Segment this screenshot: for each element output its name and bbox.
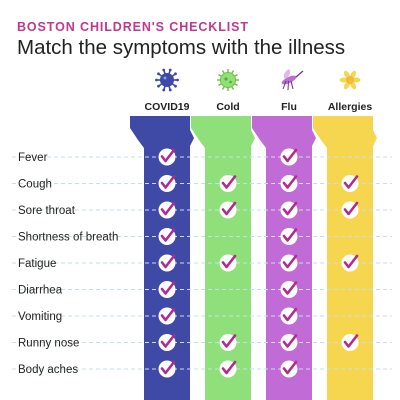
- check-icon-covid19: [158, 228, 176, 245]
- check-icon-flu: [280, 281, 298, 298]
- symptom-label: Sore throat: [18, 205, 76, 217]
- check-icon-flu: [280, 334, 298, 351]
- column-label-cold: Cold: [216, 101, 239, 113]
- check-icon-cold: [219, 254, 237, 272]
- check-icon-covid19: [158, 307, 176, 325]
- virus-icon: [155, 68, 179, 92]
- check-icon-flu: [280, 175, 298, 192]
- check-icon-allergies: [341, 201, 359, 219]
- check-icon-flu: [280, 201, 298, 219]
- check-icon-cold: [219, 175, 237, 192]
- column-label-allergies: Allergies: [328, 101, 373, 113]
- page-title: Match the symptoms with the illness: [17, 36, 346, 59]
- check-icon-flu: [280, 228, 298, 245]
- check-icon-flu: [280, 254, 298, 272]
- check-icon-covid19: [158, 281, 176, 298]
- check-icon-flu: [280, 360, 298, 378]
- symptom-label: Body aches: [18, 364, 78, 376]
- check-icon-covid19: [158, 201, 176, 219]
- check-icon-allergies: [341, 254, 359, 272]
- symptom-label: Vomiting: [18, 311, 62, 323]
- symptom-label: Fatigue: [18, 258, 56, 270]
- checklist-kicker: BOSTON CHILDREN'S CHECKLIST: [17, 20, 249, 34]
- check-icon-covid19: [158, 334, 176, 351]
- check-icon-cold: [219, 360, 237, 378]
- check-icon-covid19: [158, 175, 176, 192]
- check-icon-allergies: [341, 175, 359, 192]
- symptom-label: Shortness of breath: [18, 232, 118, 244]
- check-icon-allergies: [341, 334, 359, 351]
- symptom-label: Cough: [18, 179, 52, 191]
- check-icon-flu: [280, 307, 298, 325]
- column-label-covid19: COVID19: [145, 101, 190, 113]
- check-icon-cold: [219, 201, 237, 219]
- germ-icon: [217, 69, 239, 91]
- symptom-label: Fever: [18, 152, 48, 164]
- check-icon-covid19: [158, 360, 176, 378]
- symptom-label: Runny nose: [18, 338, 79, 350]
- symptom-label: Diarrhea: [18, 285, 63, 297]
- check-icon-cold: [219, 334, 237, 351]
- check-icon-covid19: [158, 254, 176, 272]
- check-icon-covid19: [158, 148, 176, 166]
- check-icon-flu: [280, 148, 298, 166]
- pollen-icon: [339, 70, 361, 90]
- mosquito-icon: [281, 69, 304, 91]
- column-label-flu: Flu: [281, 101, 297, 113]
